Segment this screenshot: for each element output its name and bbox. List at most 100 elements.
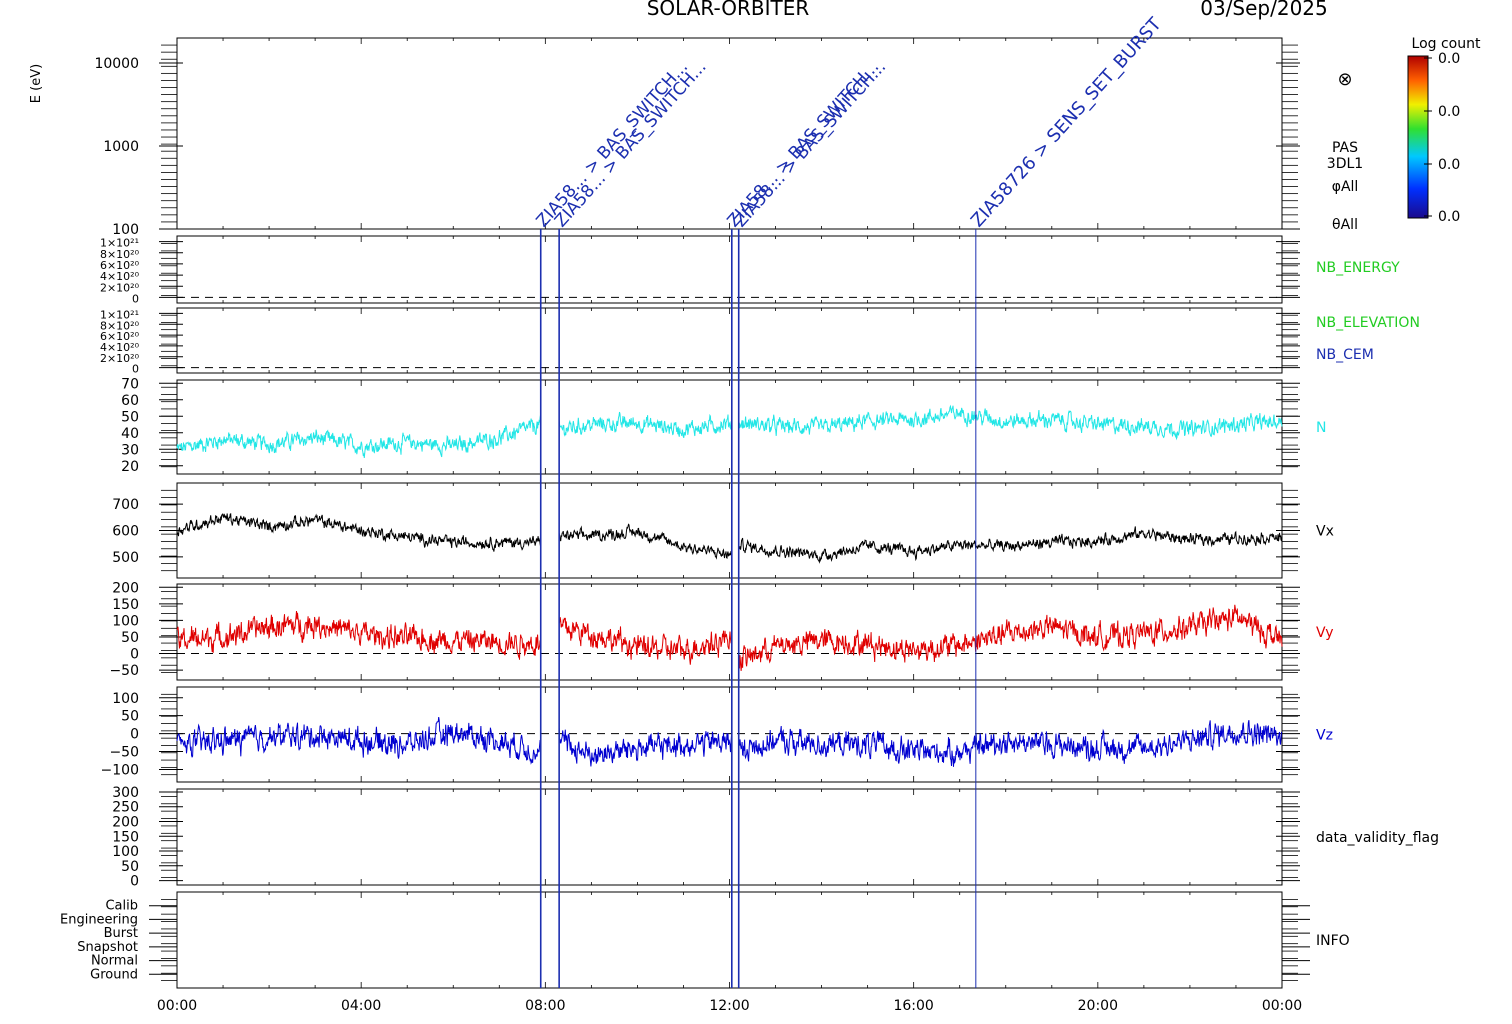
y-tick-label: 50 (121, 709, 139, 725)
colorbar-tick-label: 0.0 (1438, 157, 1460, 173)
y-tick-label: 70 (121, 376, 139, 392)
y-tick-label: 30 (121, 442, 139, 458)
y-tick-label: 150 (112, 829, 139, 845)
panel-vz: −100−50 0 50 100 Vz (101, 686, 1333, 783)
y-tick-label: 100 (112, 844, 139, 860)
y-tick-label: 100 (112, 222, 139, 238)
y-tick-label: 1×10²¹ (100, 308, 139, 321)
y-tick-label: 50 (121, 630, 139, 646)
y-tick-label: 0 (132, 292, 139, 305)
colorbar-tick-label: 0.0 (1438, 104, 1460, 120)
spectrogram-label: φAll (1332, 179, 1359, 195)
series-line-vx (176, 512, 542, 552)
panel-frame (176, 891, 1283, 989)
y-tick-label: 4×10²⁰ (100, 270, 140, 283)
time-label: 16:00 (893, 998, 933, 1014)
y-tick-label: 0 (130, 647, 139, 663)
spectrogram-label: 3DL1 (1327, 156, 1363, 172)
panel-vx: 500 600 700 Vx (112, 482, 1334, 579)
colorbar (1407, 55, 1429, 219)
series-line-n (738, 404, 1283, 441)
series-line-vy (176, 610, 542, 660)
y-tick-label: 20 (121, 459, 139, 475)
time-label: 00:00 (1262, 998, 1302, 1014)
series-label-vx: Vx (1316, 524, 1334, 540)
y-tick-label: 500 (112, 550, 139, 566)
y-tick-label: 300 (112, 785, 139, 801)
time-label: 08:00 (525, 998, 565, 1014)
y-tick-label: 250 (112, 800, 139, 816)
y-tick-label: 10000 (94, 56, 139, 72)
y-tick-label: 6×10²⁰ (100, 259, 140, 272)
info-row-label: Ground (90, 967, 138, 982)
series-label-vy: Vy (1316, 625, 1334, 641)
y-tick-label: 0 (130, 874, 139, 890)
y-tick-label: 0 (132, 363, 139, 376)
series-line-vy (558, 617, 732, 665)
y-tick-label: 8×10²⁰ (100, 319, 140, 332)
series-line-vz (738, 719, 1283, 767)
y-tick-label: 50 (121, 409, 139, 425)
y-tick-label: 2×10²⁰ (100, 352, 140, 365)
panel-right-label: NB_ELEVATION (1316, 315, 1420, 331)
time-label: 12:00 (709, 998, 749, 1014)
panel-right-label: NB_ENERGY (1316, 260, 1400, 276)
series-line-vx (558, 523, 732, 560)
spectrogram-label: PAS (1332, 140, 1358, 156)
panel-frame (176, 307, 1283, 374)
series-line-n (558, 411, 732, 438)
y-tick-label: 700 (112, 497, 139, 513)
y-tick-label: 0 (130, 727, 139, 743)
y-tick-label: 50 (121, 859, 139, 875)
y-tick-label: 40 (121, 426, 139, 442)
y-tick-label: 8×10²⁰ (100, 248, 140, 261)
panel-frame (176, 788, 1283, 886)
series-line-vz (176, 717, 542, 765)
colorbar-title: Log count (1412, 36, 1481, 52)
y-tick-label: −50 (109, 663, 139, 679)
spectrogram-label: θAll (1332, 217, 1358, 233)
y-tick-label: 100 (112, 613, 139, 629)
colorbar-tick-label: 0.0 (1438, 51, 1460, 67)
panel-frame (176, 235, 1283, 304)
y-tick-label: 4×10²⁰ (100, 341, 140, 354)
y-tick-label: 60 (121, 393, 139, 409)
y-tick-label: 200 (112, 814, 139, 830)
panel-info: CalibEngineeringBurstSnapshotNormalGroun… (60, 891, 1350, 989)
y-tick-label: 100 (112, 691, 139, 707)
info-row-label: Snapshot (77, 940, 138, 955)
time-label: 04:00 (341, 998, 381, 1014)
time-label: 00:00 (157, 998, 197, 1014)
time-label: 20:00 (1078, 998, 1118, 1014)
colorbar-tick-label: 0.0 (1438, 209, 1460, 225)
panel-right-label: NB_CEM (1316, 347, 1374, 363)
panel-right-label: INFO (1316, 933, 1350, 949)
y-tick-label: 1000 (103, 139, 139, 155)
y-axis-label: E (eV) (29, 64, 44, 103)
event-label: ZIA58... > BAS_SWITCH... (533, 57, 693, 231)
y-tick-label: 6×10²⁰ (100, 330, 140, 343)
y-tick-label: −50 (109, 745, 139, 761)
time-axis: 00:00 04:00 08:00 12:00 16:00 20:00 00:00 (157, 998, 1302, 1014)
event-label: ZIA58726 > SENS_SET_BURST (967, 13, 1166, 231)
colorbar-ticks: 0.0 0.0 0.0 0.0 (1424, 51, 1460, 225)
series-line-vz (558, 728, 732, 767)
event-label: ZIA58... > BAS_SWITCH... (731, 57, 891, 231)
mission-title: SOLAR-ORBITER (647, 0, 810, 20)
info-row-label: Normal (91, 954, 138, 969)
info-row-label: Burst (104, 926, 138, 941)
series-line-vy (738, 604, 1283, 671)
info-row-label: Engineering (60, 912, 138, 927)
y-tick-label: 2×10²⁰ (100, 281, 140, 294)
y-tick-label: −100 (101, 762, 139, 778)
plot-date: 03/Sep/2025 (1200, 0, 1328, 20)
series-line-n (176, 414, 542, 458)
event-markers: ZIA58... > BAS_SWITCH...ZIA58... > BAS_S… (533, 13, 1166, 988)
spectrogram-symbol: ⊗ (1337, 69, 1352, 90)
